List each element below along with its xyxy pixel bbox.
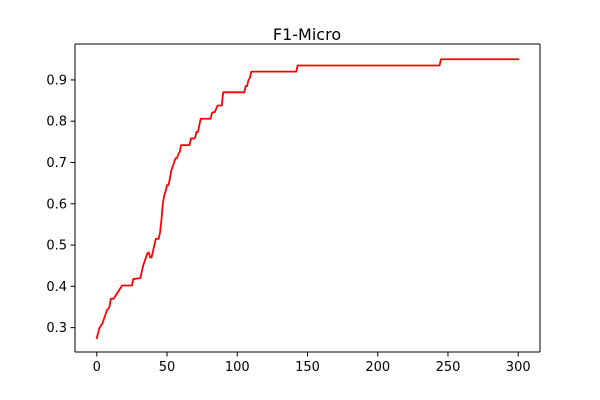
y-tick-label: 0.6 <box>46 197 67 212</box>
x-tick-label: 100 <box>225 360 250 375</box>
y-tick-label: 0.4 <box>46 280 67 295</box>
x-tick-label: 200 <box>365 360 390 375</box>
y-tick-label: 0.9 <box>46 73 67 88</box>
plot-background <box>75 44 540 352</box>
y-tick-label: 0.7 <box>46 156 67 171</box>
series-line-0 <box>95 58 520 340</box>
chart-title: F1-Micro <box>273 25 341 44</box>
x-tick-label: 150 <box>295 360 320 375</box>
x-tick-label: 50 <box>159 360 176 375</box>
x-tick-label: 300 <box>506 360 531 375</box>
x-tick-label: 0 <box>93 360 101 375</box>
axes: 0 50 100 150 200 250 300 0.3 0.4 0.5 0.6 0.7 0.8 0.9 <box>46 43 541 375</box>
y-tick-label: 0.8 <box>46 115 67 130</box>
y-tick-label: 0.3 <box>46 321 67 336</box>
plot-area <box>75 44 540 352</box>
y-tick-label: 0.5 <box>46 239 67 254</box>
x-tick-label: 250 <box>436 360 461 375</box>
